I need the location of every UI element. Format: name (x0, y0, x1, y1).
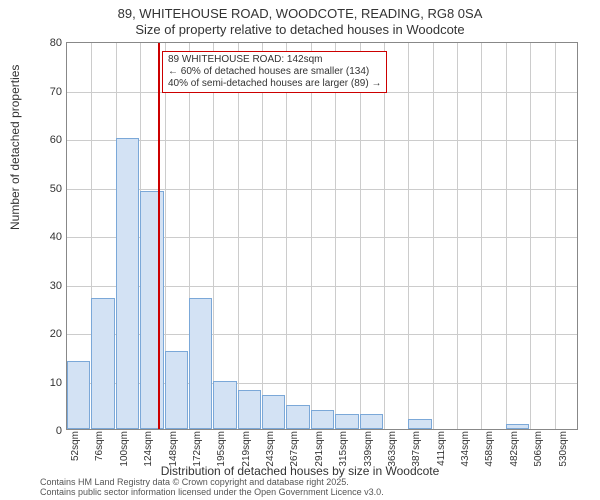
x-tick-label: 482sqm (509, 431, 520, 467)
title-line-2: Size of property relative to detached ho… (0, 22, 600, 38)
gridline-vertical (335, 43, 336, 429)
y-tick-label: 10 (50, 377, 62, 389)
chart-title: 89, WHITEHOUSE ROAD, WOODCOTE, READING, … (0, 0, 600, 37)
y-tick-label: 50 (50, 183, 62, 195)
histogram-bar (189, 298, 212, 429)
x-tick-label: 100sqm (119, 431, 130, 467)
histogram-bar (286, 405, 309, 429)
y-tick-label: 30 (50, 280, 62, 292)
y-axis-label: Number of detached properties (8, 65, 22, 230)
gridline-vertical (408, 43, 409, 429)
histogram-bar (335, 414, 358, 429)
annotation-line-2: ← 60% of detached houses are smaller (13… (168, 66, 381, 78)
annotation-line-3: 40% of semi-detached houses are larger (… (168, 78, 381, 90)
x-tick-label: 363sqm (387, 431, 398, 467)
histogram-bar (360, 414, 383, 429)
gridline-vertical (311, 43, 312, 429)
gridline-vertical (481, 43, 482, 429)
histogram-bar (91, 298, 114, 429)
x-tick-label: 243sqm (265, 431, 276, 467)
x-tick-label: 530sqm (558, 431, 569, 467)
footer-line-2: Contains public sector information licen… (40, 488, 384, 498)
histogram-bar (165, 351, 188, 429)
gridline-vertical (384, 43, 385, 429)
histogram-bar (262, 395, 285, 429)
x-tick-label: 195sqm (216, 431, 227, 467)
reference-marker-line (158, 43, 160, 429)
histogram-bar (67, 361, 90, 429)
gridline-vertical (555, 43, 556, 429)
x-tick-label: 434sqm (460, 431, 471, 467)
y-tick-label: 40 (50, 231, 62, 243)
x-tick-label: 291sqm (314, 431, 325, 467)
x-tick-label: 267sqm (289, 431, 300, 467)
x-tick-label: 458sqm (484, 431, 495, 467)
x-tick-label: 172sqm (192, 431, 203, 467)
gridline-vertical (506, 43, 507, 429)
gridline-vertical (360, 43, 361, 429)
histogram-bar (408, 419, 431, 429)
x-tick-label: 52sqm (70, 431, 81, 461)
y-tick-label: 20 (50, 328, 62, 340)
footer-attribution: Contains HM Land Registry data © Crown c… (40, 478, 384, 498)
histogram-bar (213, 381, 236, 430)
gridline-vertical (262, 43, 263, 429)
y-tick-label: 70 (50, 86, 62, 98)
annotation-line-1: 89 WHITEHOUSE ROAD: 142sqm (168, 54, 381, 66)
y-tick-label: 0 (56, 425, 62, 437)
gridline-vertical (213, 43, 214, 429)
x-tick-label: 315sqm (338, 431, 349, 467)
x-tick-label: 148sqm (168, 431, 179, 467)
annotation-callout: 89 WHITEHOUSE ROAD: 142sqm← 60% of detac… (162, 51, 387, 93)
histogram-bar (506, 424, 529, 429)
gridline-horizontal (67, 189, 577, 190)
x-tick-label: 411sqm (436, 431, 447, 466)
title-line-1: 89, WHITEHOUSE ROAD, WOODCOTE, READING, … (0, 6, 600, 22)
x-axis-label: Distribution of detached houses by size … (0, 464, 600, 478)
gridline-vertical (238, 43, 239, 429)
gridline-horizontal (67, 140, 577, 141)
x-tick-label: 219sqm (241, 431, 252, 467)
x-tick-label: 339sqm (363, 431, 374, 467)
histogram-bar (116, 138, 139, 429)
x-tick-label: 124sqm (143, 431, 154, 467)
x-tick-label: 76sqm (94, 431, 105, 461)
histogram-bar (238, 390, 261, 429)
gridline-vertical (530, 43, 531, 429)
gridline-vertical (286, 43, 287, 429)
x-tick-label: 506sqm (533, 431, 544, 467)
y-tick-label: 60 (50, 134, 62, 146)
chart-plot-area: 0102030405060708052sqm76sqm100sqm124sqm1… (66, 42, 578, 430)
y-tick-label: 80 (50, 37, 62, 49)
histogram-bar (311, 410, 334, 429)
gridline-vertical (433, 43, 434, 429)
x-tick-label: 387sqm (411, 431, 422, 467)
gridline-vertical (457, 43, 458, 429)
